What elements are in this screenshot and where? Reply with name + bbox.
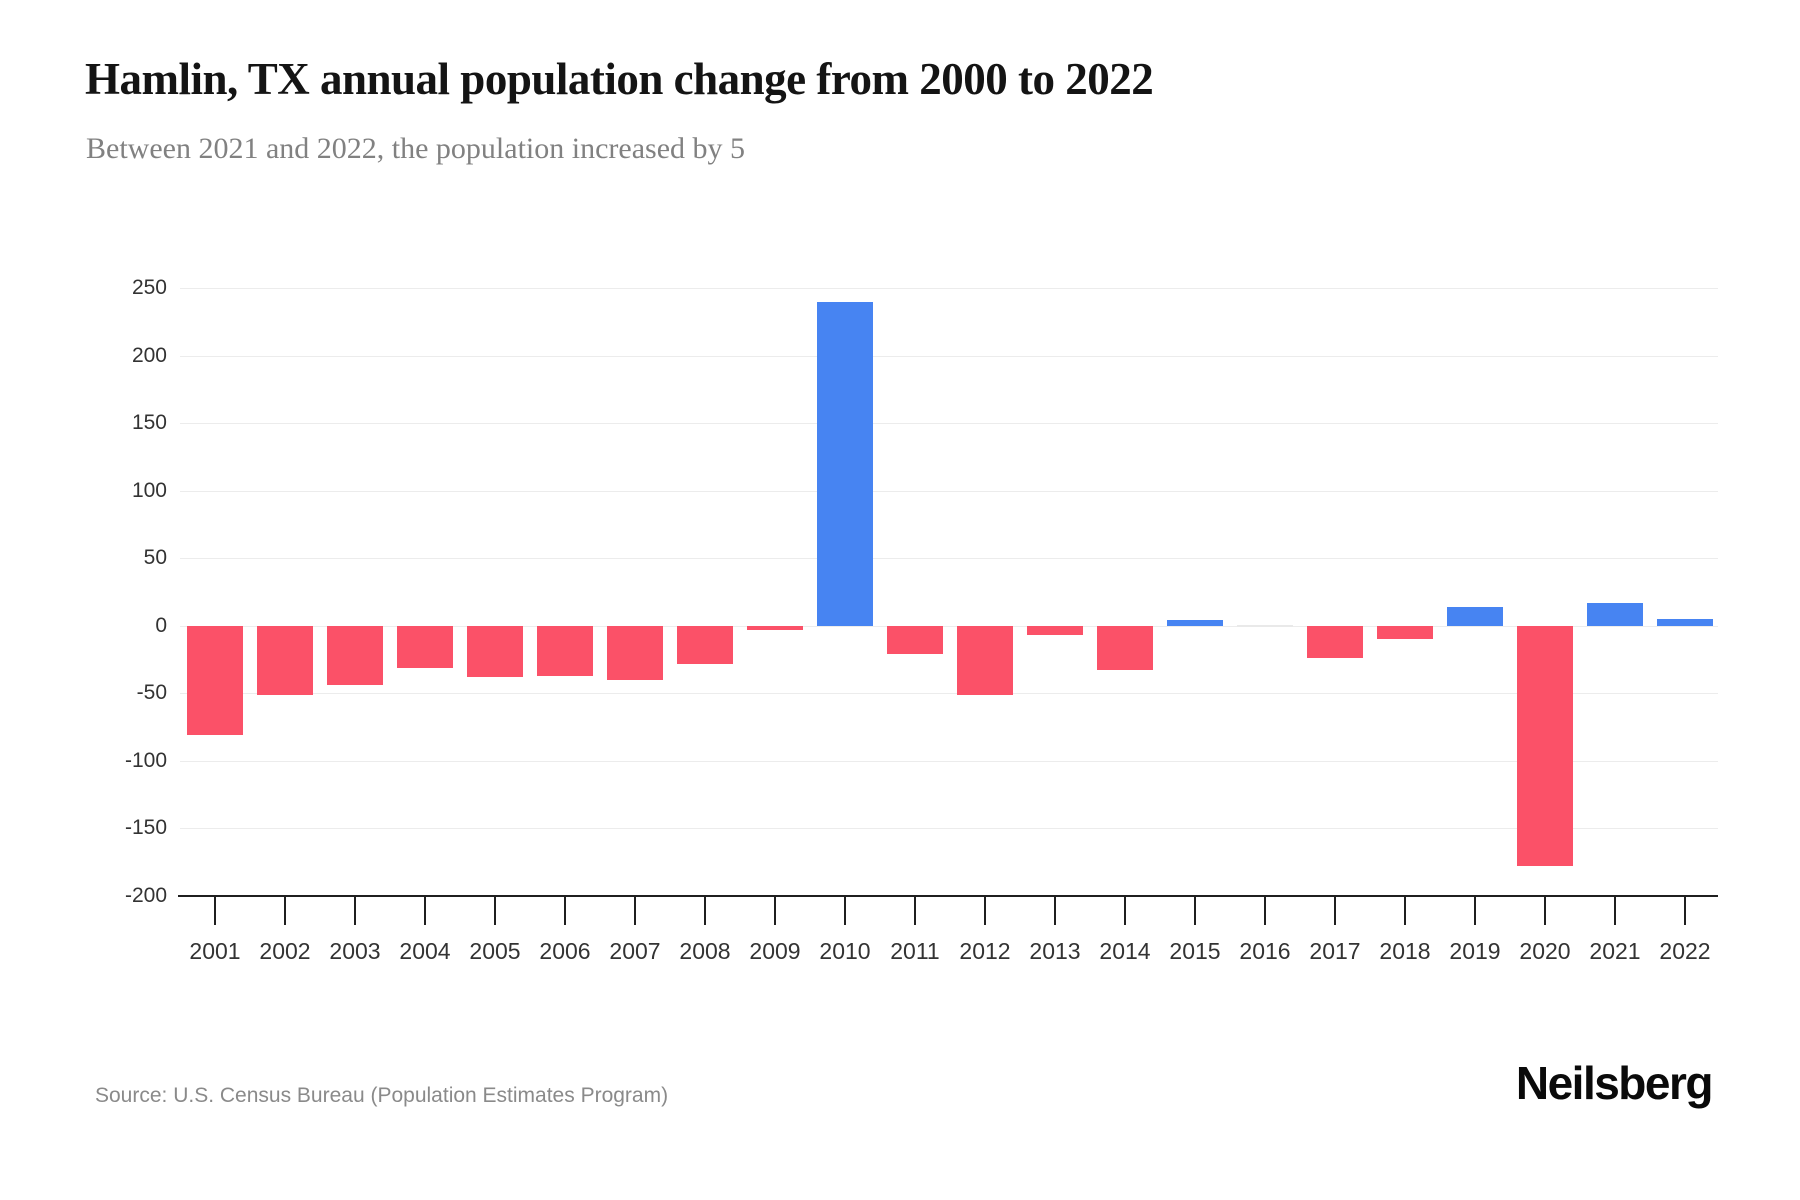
bar-2019[interactable] — [1447, 606, 1503, 626]
bar-2011[interactable] — [887, 625, 943, 655]
x-tick-mark-2010 — [844, 897, 846, 925]
y-tick-label-0: 0 — [155, 614, 167, 637]
bar-2015[interactable] — [1167, 620, 1223, 626]
bar-2017[interactable] — [1307, 625, 1363, 659]
x-tick-mark-2019 — [1474, 897, 1476, 925]
x-tick-mark-2003 — [354, 897, 356, 925]
y-tick-label--100: -100 — [124, 749, 167, 772]
bar-2002[interactable] — [257, 625, 313, 695]
x-tick-label-2006: 2006 — [539, 938, 591, 964]
gridline--50 — [180, 693, 1718, 694]
x-tick-mark-2013 — [1054, 897, 1056, 925]
source-attribution: Source: U.S. Census Bureau (Population E… — [95, 1084, 669, 1107]
bar-2006[interactable] — [537, 625, 593, 676]
x-tick-mark-2002 — [284, 897, 286, 925]
x-tick-label-2009: 2009 — [749, 938, 801, 964]
x-tick-label-2021: 2021 — [1589, 938, 1641, 964]
x-tick-label-2012: 2012 — [959, 938, 1011, 964]
bar-2007[interactable] — [607, 625, 663, 680]
x-tick-mark-2004 — [424, 897, 426, 925]
x-tick-mark-2001 — [214, 897, 216, 925]
x-tick-label-2007: 2007 — [609, 938, 661, 964]
x-tick-label-2005: 2005 — [469, 938, 521, 964]
x-tick-mark-2016 — [1264, 897, 1266, 925]
y-tick-label-50: 50 — [143, 546, 167, 569]
x-tick-mark-2008 — [704, 897, 706, 925]
bar-2003[interactable] — [327, 625, 383, 686]
x-tick-mark-2015 — [1194, 897, 1196, 925]
x-tick-label-2013: 2013 — [1029, 938, 1081, 964]
x-tick-label-2022: 2022 — [1659, 938, 1711, 964]
x-tick-label-2003: 2003 — [329, 938, 381, 964]
x-tick-mark-2011 — [914, 897, 916, 925]
x-tick-label-2010: 2010 — [819, 938, 871, 964]
bar-2018[interactable] — [1377, 625, 1433, 640]
bar-chart-plot-area: 2001 2002 2003 2004 2005 2006 2007 2008 2009 2010… — [178, 288, 1718, 964]
x-tick-mark-2018 — [1404, 897, 1406, 925]
bar-2021[interactable] — [1587, 602, 1643, 626]
x-tick-label-2020: 2020 — [1519, 938, 1571, 964]
x-tick-label-2016: 2016 — [1239, 938, 1291, 964]
x-tick-label-2004: 2004 — [399, 938, 451, 964]
gridline--100 — [180, 761, 1718, 762]
x-tick-mark-2009 — [774, 897, 776, 925]
x-tick-mark-2005 — [494, 897, 496, 925]
gridline-250 — [180, 288, 1718, 289]
y-tick-label-250: 250 — [131, 276, 167, 299]
y-tick-label-200: 200 — [131, 344, 167, 367]
gridline-50 — [180, 558, 1718, 559]
y-tick-label--150: -150 — [124, 816, 167, 839]
bar-2001[interactable] — [187, 625, 243, 736]
gridline-150 — [180, 423, 1718, 424]
bar-2014[interactable] — [1097, 625, 1153, 671]
bar-2009[interactable] — [747, 625, 803, 630]
x-tick-label-2014: 2014 — [1099, 938, 1151, 964]
y-tick-label-150: 150 — [131, 411, 167, 434]
x-axis-line — [178, 895, 1718, 897]
y-tick-label-100: 100 — [131, 479, 167, 502]
x-tick-label-2019: 2019 — [1449, 938, 1501, 964]
x-tick-label-2018: 2018 — [1379, 938, 1431, 964]
bar-2013[interactable] — [1027, 625, 1083, 636]
bar-2005[interactable] — [467, 625, 523, 678]
x-tick-mark-2017 — [1334, 897, 1336, 925]
gridline-200 — [180, 356, 1718, 357]
bar-2022[interactable] — [1657, 619, 1713, 626]
x-tick-label-2015: 2015 — [1169, 938, 1221, 964]
x-tick-mark-2007 — [634, 897, 636, 925]
bar-2020[interactable] — [1517, 625, 1573, 867]
y-tick-label--50: -50 — [136, 681, 167, 704]
x-tick-mark-2012 — [984, 897, 986, 925]
bar-2016[interactable] — [1237, 624, 1293, 627]
chart-subtitle: Between 2021 and 2022, the population in… — [86, 132, 746, 165]
neilsberg-logo: Neilsberg — [1515, 1057, 1714, 1109]
bar-2010[interactable] — [817, 301, 873, 626]
x-tick-mark-2020 — [1544, 897, 1546, 925]
x-tick-label-2011: 2011 — [890, 938, 940, 964]
x-tick-mark-2006 — [564, 897, 566, 925]
x-tick-mark-2022 — [1684, 897, 1686, 925]
gridline--150 — [180, 828, 1718, 829]
x-tick-label-2017: 2017 — [1309, 938, 1361, 964]
x-tick-label-2002: 2002 — [259, 938, 311, 964]
x-tick-label-2008: 2008 — [679, 938, 731, 964]
bar-2012[interactable] — [957, 625, 1013, 695]
gridline-100 — [180, 491, 1718, 492]
x-tick-mark-2014 — [1124, 897, 1126, 925]
bar-2008[interactable] — [677, 625, 733, 664]
y-tick-label--200: -200 — [124, 884, 167, 907]
bar-2004[interactable] — [397, 625, 453, 668]
x-tick-label-2001: 2001 — [189, 938, 241, 964]
x-tick-mark-2021 — [1614, 897, 1616, 925]
gridline-0 — [180, 626, 1718, 627]
chart-title: Hamlin, TX annual population change from… — [85, 54, 1154, 104]
